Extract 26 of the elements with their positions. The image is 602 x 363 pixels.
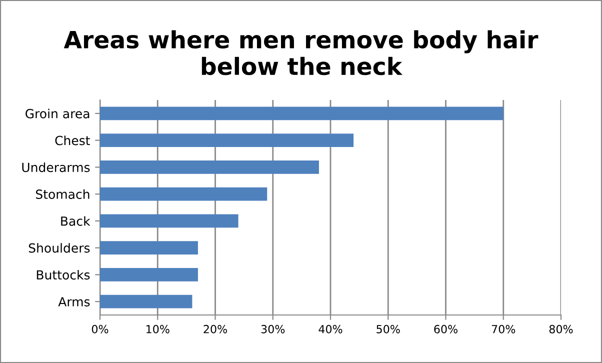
y-tick-label: Arms (58, 297, 90, 306)
x-tick-label: 60% (434, 324, 458, 334)
chart-title: Areas where men remove body hair below the neck (64, 30, 538, 76)
bar (100, 214, 238, 228)
bar (100, 134, 354, 148)
x-tick-label: 80% (549, 324, 573, 334)
bar (100, 106, 504, 120)
y-tick-label: Underarms (22, 162, 90, 172)
y-tick-label: Shoulders (28, 243, 90, 253)
x-tick-label: 40% (318, 324, 342, 334)
bar (100, 268, 198, 282)
bar (100, 294, 192, 308)
y-tick-label: Back (61, 216, 90, 226)
x-tick-label: 70% (492, 324, 516, 334)
x-tick-label: 0% (92, 324, 108, 334)
y-tick-label: Stomach (36, 189, 90, 199)
bar (100, 160, 319, 174)
x-tick-label: 20% (204, 324, 227, 334)
x-tick-label: 30% (261, 324, 285, 334)
y-tick-label: Buttocks (36, 270, 90, 280)
x-tick-label: 50% (376, 324, 400, 334)
bar (100, 187, 268, 201)
bar (100, 241, 198, 255)
x-tick-label: 10% (146, 324, 170, 334)
y-tick-label: Chest (55, 136, 90, 146)
y-tick-label: Groin area (26, 108, 90, 118)
